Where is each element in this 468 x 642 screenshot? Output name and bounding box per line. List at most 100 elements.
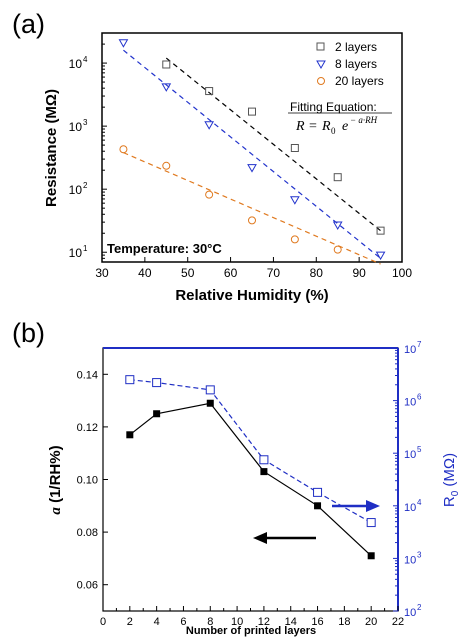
- data-point-8-layers: [332, 221, 343, 231]
- fitting-equation: R = R 0 e − a·RH: [295, 115, 378, 136]
- chart-b-xtick-label: 10: [231, 616, 243, 628]
- chart-b-ytick-right-label: 10: [404, 554, 416, 566]
- arrow-right-axis: [332, 500, 380, 512]
- chart-b-xtick-label: 22: [392, 616, 404, 628]
- chart-b-xtick-label: 20: [365, 616, 377, 628]
- fit-line-1: [123, 49, 381, 259]
- chart-a-fit-lines: [123, 49, 381, 265]
- chart-b-ytick-right-label: 10: [404, 449, 416, 461]
- legend-marker-8-layers: [316, 60, 326, 70]
- chart-b-ytick-right-label: 10: [404, 344, 416, 356]
- data-point-8-layers: [247, 164, 257, 173]
- chart-b-ylabel-right: R0 (MΩ): [441, 453, 461, 507]
- chart-b-xtick-label: 6: [180, 616, 186, 628]
- chart-b-data-points: [125, 375, 376, 560]
- arrow-right-head: [366, 500, 380, 512]
- equation-base: e: [342, 119, 348, 134]
- chart-b-ytick-left-label: 0.12: [77, 422, 98, 434]
- chart-a-ytick-exponent: 3: [83, 118, 88, 127]
- data-point-a: [153, 410, 161, 418]
- chart-a-xtick-label: 80: [310, 266, 324, 280]
- chart-b-ytick-right-exponent: 3: [417, 550, 422, 559]
- chart-b-ticks: 0 2 4 6 8 10 12 14 16 18 20 22 0.06 0.08 0.10 0.12 0.14 1…: [77, 340, 422, 628]
- data-point-a: [367, 552, 375, 560]
- data-point-r0: [205, 385, 215, 395]
- equation-exponent: − a·RH: [350, 115, 378, 125]
- legend-marker-20-layers: [317, 77, 325, 85]
- legend-label-2-layers: 2 layers: [335, 40, 377, 54]
- chart-b-ytick-left-label: 0.14: [77, 369, 98, 381]
- chart-b-ytick-right-exponent: 2: [417, 603, 422, 612]
- data-point-20-layers: [119, 145, 128, 154]
- data-point-r0: [152, 378, 162, 388]
- chart-a-xtick-label: 90: [352, 266, 366, 280]
- data-point-r0: [313, 487, 323, 497]
- chart-b-ylabel-right-unit: (MΩ): [441, 453, 458, 491]
- panel-a-label: (a): [12, 9, 45, 39]
- chart-a-xtick-label: 40: [138, 266, 152, 280]
- data-point-a: [126, 431, 134, 439]
- chart-b-plot-frame: [102, 347, 399, 612]
- chart-b-xtick-label: 18: [338, 616, 350, 628]
- data-point-8-layers: [161, 83, 172, 92]
- chart-b-xtick-label: 0: [100, 616, 106, 628]
- chart-b-ytick-right-label: 10: [404, 607, 416, 619]
- chart-b-xtick-label: 8: [207, 616, 213, 628]
- equation-rhs: R: [321, 119, 331, 134]
- chart-b-xtick-label: 12: [258, 616, 270, 628]
- data-point-8-layers: [289, 196, 300, 205]
- data-point-20-layers: [333, 245, 342, 254]
- data-point-r0: [259, 455, 269, 465]
- data-point-2-layers: [333, 173, 342, 182]
- chart-a-xtick-label: 30: [95, 266, 109, 280]
- temperature-label: Temperature: 30°C: [107, 241, 222, 256]
- legend-label-8-layers: 8 layers: [335, 57, 377, 71]
- chart-b-xtick-label: 14: [285, 616, 297, 628]
- chart-b-ytick-right-label: 10: [404, 397, 416, 409]
- data-point-a: [314, 502, 322, 510]
- equation-lhs: R: [295, 119, 305, 134]
- chart-a-ytick-exponent: 1: [83, 244, 88, 253]
- chart-b-ylabel-right-symbol: R: [441, 496, 458, 507]
- data-point-8-layers: [375, 251, 386, 261]
- data-point-8-layers: [118, 39, 129, 48]
- chart-b-xtick-label: 4: [154, 616, 160, 628]
- data-point-2-layers: [205, 87, 214, 96]
- chart-a-ytick-label: 10: [69, 246, 83, 260]
- data-point-2-layers: [248, 107, 256, 116]
- chart-a-xtick-label: 60: [224, 266, 238, 280]
- chart-a-xlabel: Relative Humidity (%): [175, 287, 328, 304]
- data-point-20-layers: [205, 190, 214, 199]
- chart-a-ytick-exponent: 4: [83, 55, 88, 64]
- data-point-20-layers: [248, 216, 256, 225]
- chart-b-ytick-right-exponent: 4: [417, 498, 422, 507]
- chart-b-ytick-left-label: 0.08: [77, 527, 98, 539]
- chart-b-ytick-right-label: 10: [404, 502, 416, 514]
- chart-a-xtick-label: 100: [392, 266, 412, 280]
- chart-a-ytick-exponent: 2: [83, 181, 88, 190]
- chart-b-ylabel-left-symbol: a: [48, 507, 64, 515]
- series-a-line: [129, 402, 372, 557]
- chart-a-plot-frame: [101, 32, 403, 263]
- chart-b-ytick-right-exponent: 5: [417, 445, 422, 454]
- chart-b-series-lines: [129, 379, 372, 557]
- data-point-a: [260, 468, 268, 476]
- legend-label-20-layers: 20 layers: [335, 74, 384, 88]
- data-point-20-layers: [290, 235, 299, 244]
- data-point-8-layers: [204, 121, 215, 130]
- fit-line-2: [123, 152, 381, 265]
- fit-line-0: [165, 57, 381, 232]
- data-point-r0: [366, 518, 376, 528]
- chart-a-ytick-label: 10: [69, 57, 83, 71]
- data-point-r0: [125, 375, 135, 385]
- data-point-20-layers: [162, 161, 171, 170]
- legend-marker-2-layers: [316, 42, 325, 51]
- data-point-a: [206, 399, 214, 407]
- fitting-equation-label: Fitting Equation:: [290, 100, 377, 114]
- chart-b-ylabel-left-unit: (1/RH%): [47, 445, 64, 507]
- arrow-left-axis: [253, 532, 316, 544]
- arrow-left-head: [253, 532, 267, 544]
- chart-b-xtick-label: 16: [311, 616, 323, 628]
